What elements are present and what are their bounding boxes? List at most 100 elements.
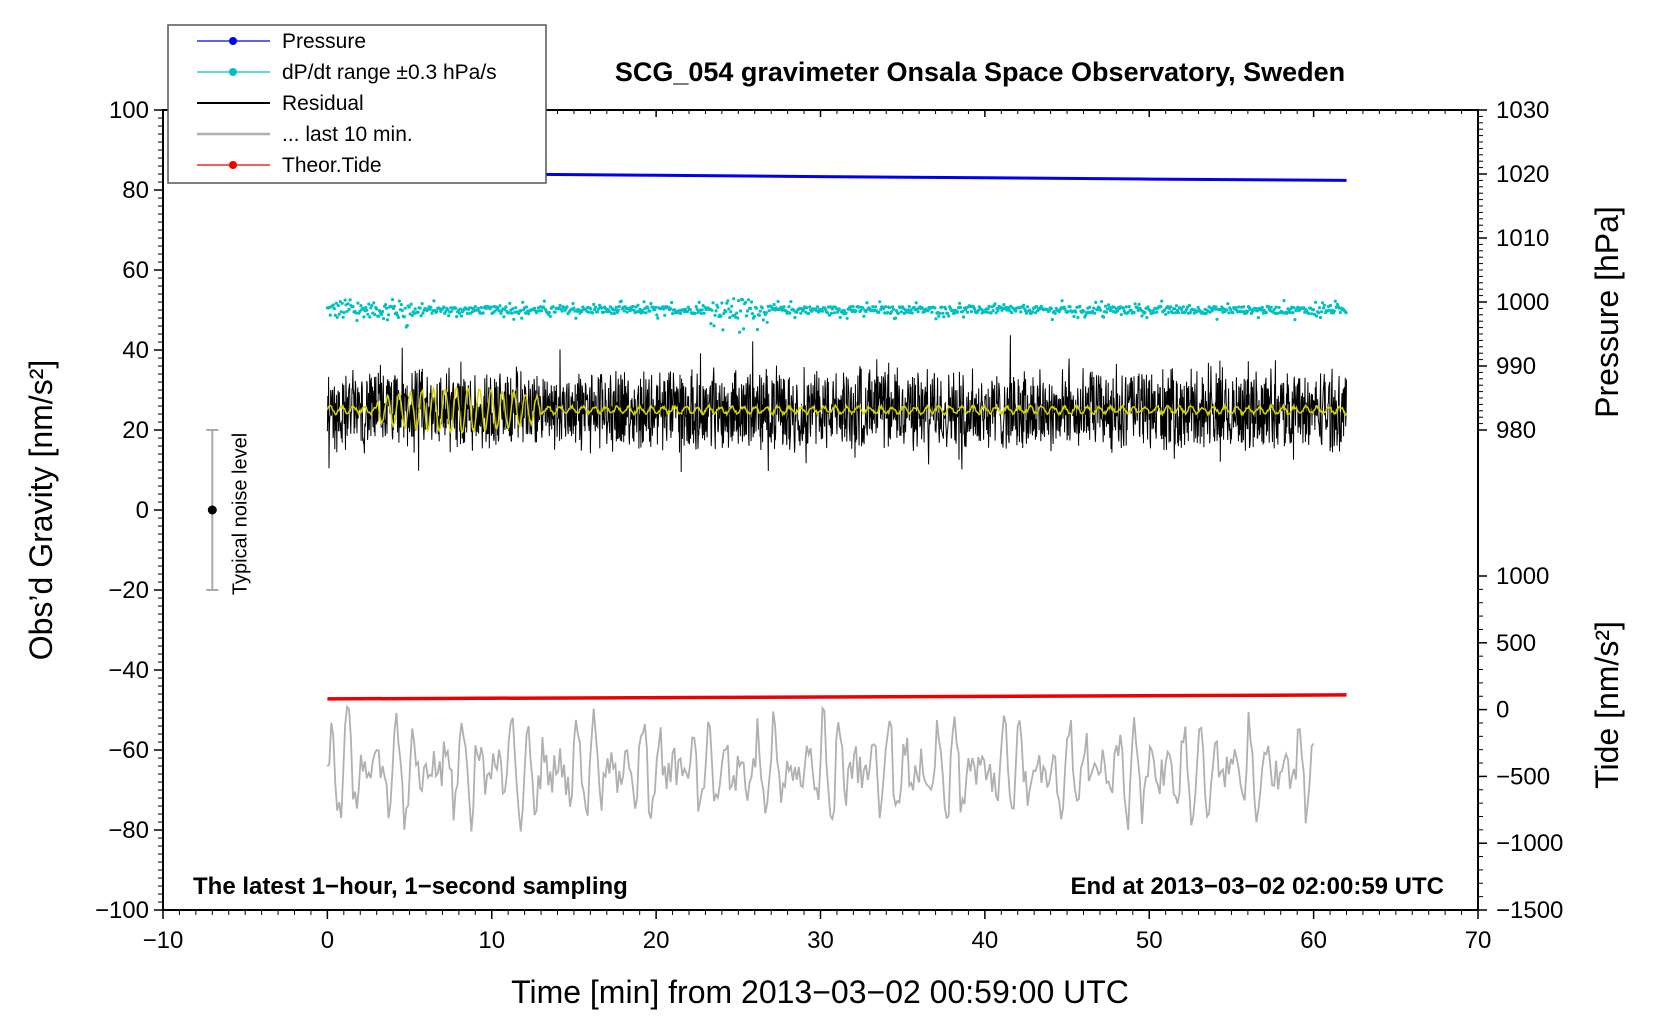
dpdt-point (1099, 308, 1103, 312)
dpdt-point (459, 314, 464, 318)
dpdt-point (548, 314, 552, 318)
dpdt-point (405, 323, 409, 328)
dpdt-point (446, 308, 450, 312)
dpdt-point (882, 307, 886, 311)
dpdt-point (1124, 305, 1128, 309)
dpdt-point (580, 309, 584, 313)
dpdt-point (737, 299, 741, 303)
dpdt-point (710, 308, 714, 312)
dpdt-point (328, 313, 332, 317)
dpdt-point (670, 300, 674, 305)
dpdt-point (1163, 308, 1167, 312)
dpdt-point (760, 306, 764, 310)
dpdt-point (361, 306, 365, 310)
dpdt-point (454, 306, 458, 310)
dpdt-point (489, 305, 493, 309)
dpdt-point (996, 308, 1000, 313)
dpdt-point (473, 305, 477, 309)
pressure-tick-label: 1030 (1496, 97, 1549, 124)
dpdt-point (805, 306, 809, 310)
dpdt-point (496, 306, 500, 310)
legend-swatch-marker (229, 37, 237, 45)
dpdt-point (351, 304, 355, 309)
dpdt-point (648, 309, 652, 313)
dpdt-point (642, 300, 646, 304)
dpdt-point (521, 300, 525, 304)
dpdt-point (757, 313, 762, 317)
dpdt-point (503, 307, 507, 311)
dpdt-point (1293, 318, 1297, 322)
dpdt-point (409, 302, 413, 306)
dpdt-point (741, 298, 745, 302)
dpdt-point (1160, 299, 1164, 303)
dpdt-point (644, 311, 648, 315)
dpdt-point (711, 301, 715, 305)
x-tick-label: 0 (321, 927, 334, 954)
dpdt-point (1033, 311, 1038, 315)
tide-tick-label: −1000 (1496, 830, 1563, 857)
dpdt-point (372, 301, 376, 305)
dpdt-point (765, 320, 769, 324)
dpdt-point (829, 311, 833, 315)
legend: Pressure dP/dt range ±0.3 hPa/s Residual..… (167, 24, 547, 184)
dpdt-point (1344, 311, 1348, 315)
dpdt-point (755, 327, 760, 332)
dpdt-point (504, 305, 508, 309)
dpdt-point (891, 307, 896, 311)
dpdt-point (1174, 304, 1179, 308)
dpdt-point (861, 306, 865, 310)
dpdt-point (1187, 303, 1191, 308)
dpdt-point (542, 299, 547, 303)
dpdt-point (402, 315, 406, 319)
dpdt-point (696, 310, 700, 314)
dpdt-point (1072, 314, 1076, 319)
dpdt-point (1126, 310, 1130, 314)
dpdt-point (972, 307, 977, 311)
series-residual-smoothed-line (326, 385, 1348, 435)
dpdt-point (502, 315, 506, 319)
dpdt-point (1266, 305, 1270, 309)
dpdt-point (1226, 302, 1230, 306)
dpdt-point (395, 313, 399, 317)
pressure-tick-label: 1000 (1496, 289, 1549, 316)
tide-tick-label: −500 (1496, 763, 1550, 790)
dpdt-point (519, 309, 523, 313)
dpdt-point (359, 304, 363, 308)
dpdt-point (332, 307, 336, 311)
dpdt-point (1049, 306, 1053, 311)
dpdt-point (720, 301, 724, 305)
y-tick-label-left: 80 (122, 177, 149, 204)
dpdt-point (1327, 308, 1331, 312)
dpdt-point (511, 307, 515, 311)
series-tide-line (327, 693, 1347, 701)
dpdt-point (619, 299, 623, 303)
dpdt-point (1315, 314, 1319, 318)
dpdt-point (520, 316, 524, 320)
y-tick-label-left: −20 (108, 577, 149, 604)
dpdt-point (591, 311, 595, 315)
dpdt-point (447, 314, 451, 318)
dpdt-point (1152, 310, 1156, 315)
dpdt-point (385, 306, 389, 310)
dpdt-point (1091, 309, 1095, 313)
dpdt-point (956, 310, 960, 314)
dpdt-point (678, 311, 683, 315)
dpdt-point (749, 300, 754, 304)
dpdt-point (920, 306, 924, 310)
dpdt-point (1179, 307, 1184, 312)
dpdt-point (1022, 303, 1026, 307)
dpdt-point (724, 309, 728, 314)
dpdt-point (1010, 311, 1014, 315)
dpdt-point (525, 305, 529, 309)
dpdt-point (807, 311, 811, 316)
dpdt-point (1053, 311, 1057, 315)
dpdt-point (392, 304, 396, 308)
y-tick-label-left: 40 (122, 337, 149, 364)
dpdt-point (1328, 303, 1332, 308)
dpdt-point (779, 305, 783, 309)
y-tick-label-left: 100 (109, 97, 149, 124)
dpdt-point (758, 309, 762, 313)
tick-layer: −10 0 10 20 30 40 50 60 70100806040200−20−40−60−… (95, 97, 1563, 954)
dpdt-point (1234, 306, 1238, 310)
